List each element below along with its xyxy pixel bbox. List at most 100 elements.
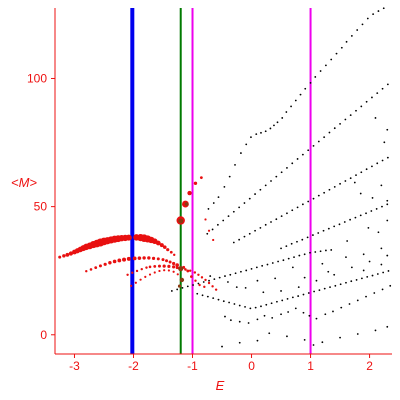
red-data-point <box>142 256 146 260</box>
black-data-point <box>386 203 389 206</box>
black-data-point <box>217 196 220 199</box>
black-data-point <box>290 242 293 245</box>
black-data-point <box>312 344 315 346</box>
red-data-point <box>167 269 171 272</box>
brown-data-point <box>178 218 184 224</box>
black-data-point <box>264 130 267 133</box>
black-data-point <box>340 46 343 49</box>
black-data-point <box>361 277 363 280</box>
black-data-point <box>298 254 301 257</box>
black-data-point <box>227 215 230 218</box>
red-data-point <box>94 266 98 270</box>
black-data-point <box>327 270 330 273</box>
black-data-point <box>170 290 173 292</box>
black-data-point <box>386 83 389 86</box>
black-data-point <box>227 281 229 283</box>
black-data-point <box>240 152 242 154</box>
red-data-point <box>147 256 151 260</box>
red-data-point <box>168 260 172 264</box>
black-data-point <box>229 273 232 276</box>
black-data-point <box>256 339 259 342</box>
black-data-point <box>222 300 225 303</box>
black-data-point <box>365 295 367 298</box>
black-data-point <box>238 320 241 323</box>
red-data-point <box>204 278 207 282</box>
red-data-point <box>68 251 74 256</box>
black-data-point <box>271 316 274 319</box>
black-data-point <box>273 124 275 127</box>
red-data-point <box>173 253 176 257</box>
black-data-point <box>302 311 305 314</box>
black-data-point <box>196 292 199 295</box>
red-data-point <box>198 283 201 287</box>
black-data-point <box>291 209 294 212</box>
red-data-point <box>153 264 157 268</box>
red-data-point <box>172 261 176 266</box>
black-data-point <box>280 215 283 218</box>
black-data-point <box>382 271 385 274</box>
black-data-point <box>280 171 283 174</box>
black-data-point <box>243 202 246 204</box>
red-data-point <box>200 276 204 279</box>
red-data-point <box>163 269 166 272</box>
black-data-point <box>290 105 292 108</box>
black-data-point <box>248 197 251 200</box>
black-data-point <box>297 295 300 297</box>
black-data-point <box>328 188 331 191</box>
black-data-point <box>244 305 246 308</box>
black-data-point <box>232 210 235 213</box>
black-data-point <box>270 180 272 182</box>
black-data-point <box>254 229 256 232</box>
black-data-point <box>376 92 379 94</box>
red-data-point <box>155 240 161 246</box>
black-data-point <box>350 266 353 269</box>
black-data-point <box>309 251 311 254</box>
black-data-point <box>324 313 327 316</box>
black-data-point <box>373 292 376 294</box>
black-data-point <box>274 277 277 280</box>
red-data-point <box>125 234 132 241</box>
red-data-point <box>175 266 179 270</box>
black-data-point <box>312 197 315 200</box>
black-data-point <box>349 218 351 221</box>
black-data-point <box>339 182 341 185</box>
black-data-point <box>346 240 349 242</box>
brown-data-point <box>178 266 184 272</box>
black-data-point <box>245 269 248 272</box>
black-data-point <box>228 301 231 304</box>
black-data-point <box>360 171 363 174</box>
black-data-point <box>280 313 282 316</box>
black-data-point <box>281 299 284 302</box>
black-data-point <box>282 259 285 262</box>
red-point-cloud <box>58 176 218 291</box>
red-data-point <box>153 271 156 274</box>
black-data-point <box>268 332 271 335</box>
brown-data-point <box>177 284 182 288</box>
red-data-point <box>131 271 134 274</box>
red-data-point <box>214 288 218 291</box>
black-data-point <box>340 306 343 309</box>
black-data-point <box>365 100 368 103</box>
red-data-point <box>157 264 161 268</box>
black-data-point <box>371 165 373 168</box>
red-data-point <box>134 281 137 284</box>
black-data-point <box>296 206 299 209</box>
red-data-point <box>212 238 215 242</box>
y-tick-label: 0 <box>40 328 47 342</box>
black-data-point <box>356 299 359 302</box>
black-data-point <box>380 184 383 187</box>
red-data-point <box>112 259 117 264</box>
red-data-point <box>161 258 165 262</box>
x-tick-label: -1 <box>187 359 198 373</box>
black-data-point <box>380 263 383 266</box>
red-data-point <box>204 218 207 221</box>
red-data-point <box>145 266 148 269</box>
black-data-point <box>270 302 273 305</box>
black-data-point <box>208 279 210 282</box>
black-data-point <box>249 307 252 310</box>
x-tick-label: -3 <box>69 359 80 373</box>
black-data-point <box>238 206 241 209</box>
black-data-point <box>302 293 305 296</box>
red-data-point <box>89 268 93 271</box>
black-data-point <box>380 247 383 250</box>
